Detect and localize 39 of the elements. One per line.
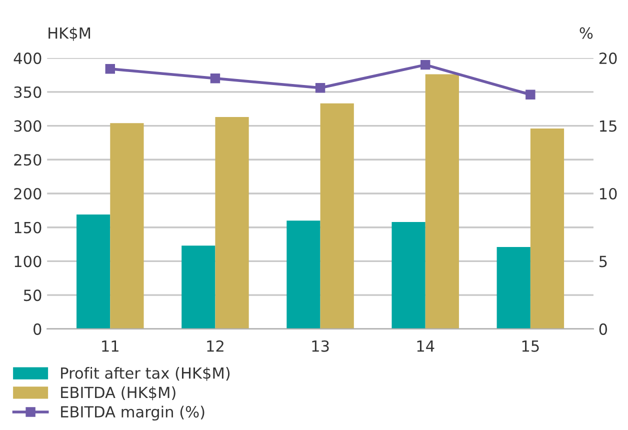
y-tick-label: 0 — [34, 323, 42, 335]
y-tick-label: 300 — [14, 120, 42, 132]
bar — [392, 222, 426, 329]
bar — [496, 247, 530, 329]
x-tick-label: 12 — [207, 340, 224, 352]
legend-label: EBITDA margin (%) — [61, 406, 204, 421]
bar — [286, 220, 320, 329]
point — [526, 90, 536, 100]
bar — [215, 116, 249, 329]
y-tick-label: 350 — [14, 86, 42, 98]
x-tick-label: 13 — [312, 340, 329, 352]
y-tick-label: 400 — [14, 52, 42, 64]
y-tick-label: 100 — [14, 256, 42, 268]
y2-tick-label: 0 — [599, 323, 608, 335]
x-tick-label: 15 — [522, 340, 539, 352]
y-tick-label: 200 — [14, 188, 42, 200]
legend-label: Profit after tax (HK$M) — [61, 367, 230, 381]
y2-tick-label: 20 — [599, 52, 617, 64]
x-tick-label: 14 — [417, 340, 434, 352]
y2-tick-label: 15 — [600, 120, 616, 132]
point — [420, 60, 430, 70]
y-tick-label: 50 — [24, 290, 42, 302]
bar — [530, 128, 564, 329]
y2-tick-label: 10 — [600, 188, 617, 200]
point — [105, 64, 116, 74]
point — [210, 74, 220, 84]
legend-label: EBITDA (HK$M) — [61, 386, 176, 400]
point — [315, 82, 326, 93]
bar — [425, 74, 459, 329]
y-axis-title: HK$M — [48, 27, 90, 41]
x-tick-label: 11 — [102, 340, 118, 352]
y-tick-label: 150 — [14, 222, 42, 234]
bar — [110, 123, 144, 329]
bar — [76, 214, 110, 329]
y2-tick-label: 5 — [600, 256, 607, 268]
y-tick-label: 250 — [14, 154, 42, 166]
bar — [320, 103, 354, 329]
y2-axis-title: % — [580, 27, 593, 39]
bar — [182, 246, 216, 329]
